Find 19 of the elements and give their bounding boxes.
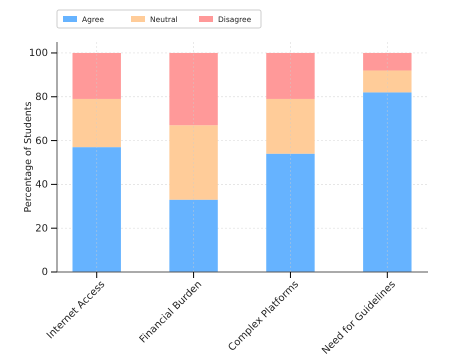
bar <box>72 147 121 272</box>
y-axis-title: Percentage of Students <box>23 101 34 212</box>
bar <box>363 52 412 70</box>
bar <box>266 52 315 99</box>
bar <box>169 200 218 272</box>
bar <box>266 98 315 154</box>
bar <box>363 70 412 92</box>
bar <box>169 125 218 200</box>
bar <box>72 52 121 99</box>
bar <box>72 98 121 148</box>
bar <box>266 154 315 272</box>
y-tick-label: 80 <box>35 92 48 103</box>
y-tick-label: 60 <box>35 136 48 147</box>
y-tick-label: 0 <box>42 267 48 278</box>
y-tick-label: 40 <box>35 180 48 191</box>
y-tick-label: 100 <box>28 48 48 60</box>
y-tick-label: 20 <box>35 223 48 234</box>
bar <box>169 52 218 126</box>
bar <box>363 92 412 272</box>
